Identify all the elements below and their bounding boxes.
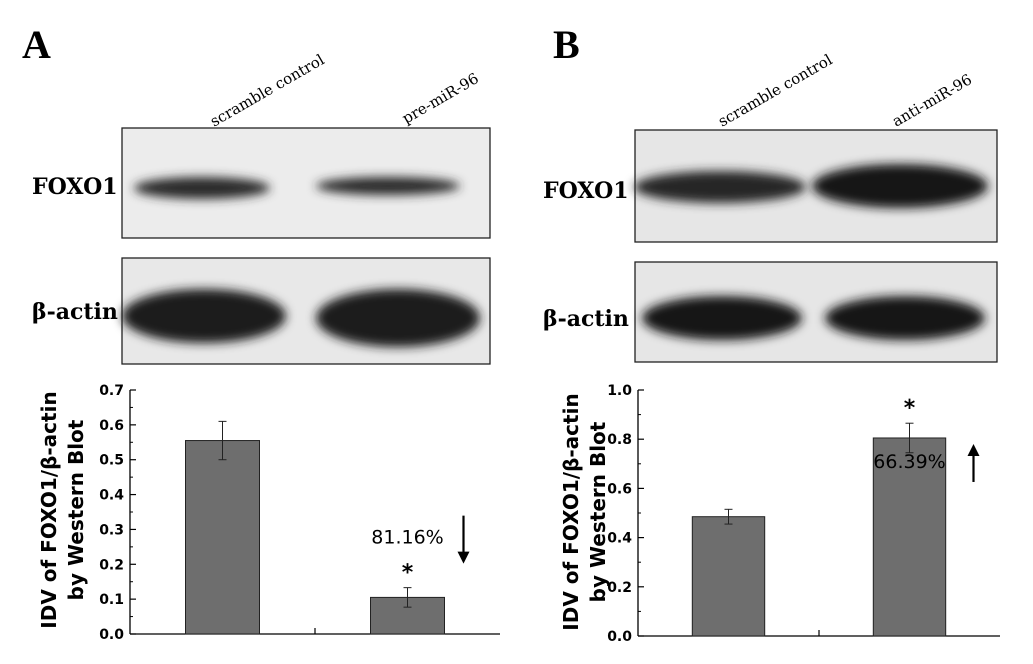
percent-change-annotation-b: 66.39% — [873, 451, 945, 473]
y-tick-label-b: 0.2 — [607, 580, 632, 596]
lane-label-b-1: scramble control — [715, 50, 836, 130]
significance-star-b: * — [904, 396, 916, 421]
panel-letter-a: A — [22, 22, 51, 67]
y-tick-label-a: 0.4 — [99, 488, 124, 504]
lane-label-b-2: anti-miR-96 — [889, 70, 975, 130]
band-actin-a-2 — [316, 289, 480, 347]
bar-chart-a: IDV of FOXO1/β-actin by Western Blot 0.0… — [37, 383, 500, 643]
y-tick-label-a: 0.7 — [99, 383, 124, 399]
y-axis-label-b-line2: by Western Blot — [586, 421, 610, 602]
arrow-down-head-a — [457, 551, 470, 564]
y-tick-label-b: 0.0 — [607, 629, 632, 645]
y-axis-label-a-line1: IDV of FOXO1/β-actin — [37, 391, 61, 628]
y-tick-label-a: 0.0 — [99, 627, 124, 643]
blot-foxo1-b — [634, 129, 998, 243]
lane-label-a-1: scramble control — [207, 50, 328, 130]
band-foxo1-b-2 — [812, 164, 988, 208]
y-tick-label-b: 0.8 — [607, 432, 632, 448]
bar-a-1 — [185, 440, 260, 635]
actin-label-a: β-actin — [32, 299, 118, 325]
blot-actin-b — [634, 261, 998, 363]
band-foxo1-b-1 — [634, 171, 806, 203]
y-axis-label-b: IDV of FOXO1/β-actin by Western Blot — [559, 393, 610, 630]
y-tick-label-a: 0.2 — [99, 557, 124, 573]
panel-b: B scramble control anti-miR-96 FOXO1 β-a… — [543, 22, 1000, 645]
y-tick-label-b: 1.0 — [607, 383, 632, 399]
significance-star-a: * — [402, 561, 414, 586]
band-actin-a-1 — [122, 289, 286, 343]
foxo1-label-b: FOXO1 — [543, 178, 629, 204]
y-tick-label-b: 0.4 — [607, 531, 632, 547]
plot-area-a: 0.0 0.1 0.2 0.3 0.4 0.5 0.6 0.7 * 81.16% — [99, 383, 500, 643]
y-tick-label-a: 0.6 — [99, 418, 124, 434]
percent-change-annotation-a: 81.16% — [371, 527, 443, 549]
panel-letter-b: B — [553, 22, 580, 67]
bar-chart-b: IDV of FOXO1/β-actin by Western Blot 0.0… — [559, 383, 1000, 645]
foxo1-label-a: FOXO1 — [32, 174, 118, 200]
bar-b-2 — [872, 437, 947, 637]
band-actin-b-1 — [642, 296, 802, 340]
panel-a: A scramble control pre-miR-96 FOXO1 β-ac… — [22, 22, 500, 643]
y-axis-label-a-line2: by Western Blot — [64, 419, 88, 600]
y-axis-label-b-line1: IDV of FOXO1/β-actin — [559, 393, 583, 630]
y-tick-label-a: 0.1 — [99, 592, 124, 608]
y-tick-label-a: 0.3 — [99, 522, 124, 538]
y-tick-label-b: 0.6 — [607, 481, 632, 497]
blot-foxo1-a — [121, 127, 491, 239]
band-foxo1-a-2 — [316, 177, 460, 195]
arrow-up-head-b — [967, 443, 980, 456]
lane-label-a-2: pre-miR-96 — [399, 69, 482, 127]
actin-label-b: β-actin — [543, 306, 629, 332]
plot-area-b: 0.0 0.2 0.4 0.6 0.8 1.0 * 66.39% — [607, 383, 1000, 645]
y-axis-label-a: IDV of FOXO1/β-actin by Western Blot — [37, 391, 88, 628]
band-actin-b-2 — [825, 296, 985, 340]
band-foxo1-a-1 — [134, 177, 270, 199]
y-tick-label-a: 0.5 — [99, 453, 124, 469]
bar-b-1 — [691, 516, 766, 637]
blot-actin-a — [121, 257, 491, 365]
